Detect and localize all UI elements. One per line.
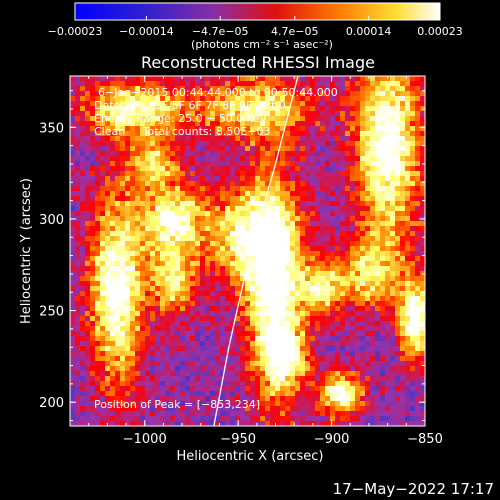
solar-limb-curve <box>213 76 299 426</box>
y-tick-label: 200 <box>39 396 64 411</box>
x-tick-label: −1000 <box>123 432 167 447</box>
chart-title: Reconstructed RHESSI Image <box>141 53 375 72</box>
x-axis-label: Heliocentric X (arcsec) <box>177 449 324 464</box>
y-tick-label: 250 <box>39 305 64 320</box>
x-tick-label: −900 <box>314 432 350 447</box>
x-tick-label: −950 <box>220 432 256 447</box>
colorbar-ticks: −0.00023 −0.00014 −4.7e−05 4.7e−05 0.00014 0.… <box>48 16 463 38</box>
plot-date-stamp: 17−May−2022 17:17 <box>332 480 494 498</box>
annotation-time-range: 6−Jan−2015 00:44:44.000 to 00:50:44.000 <box>98 86 338 99</box>
heatmap-image <box>70 76 425 426</box>
colorbar-unit: (photons cm⁻² s⁻¹ asec⁻²) <box>191 38 333 51</box>
colorbar-gradient <box>74 2 441 21</box>
colorbar-tick-label: 4.7e−05 <box>271 25 318 38</box>
annotation-clean: Clean Total counts: 8.50E+03 <box>94 125 271 138</box>
colorbar-tick-label: 0.00014 <box>346 25 392 38</box>
annotation-energy: Energy Range: 25.0 − 50.0 keV <box>94 112 268 125</box>
x-tick-label: −850 <box>407 432 443 447</box>
y-tick-label: 300 <box>39 213 64 228</box>
annotation-block: 6−Jan−2015 00:44:44.000 to 00:50:44.000 … <box>94 86 338 411</box>
annotation-detectors: Detectors: 3F 5F 6F 7F 8F 9F, Att 0 <box>94 99 286 112</box>
axis-ticks: −1000 −950 −900 −850 200 250 300 350 <box>39 76 443 447</box>
colorbar: −0.00023 −0.00014 −4.7e−05 4.7e−05 0.00014 0.… <box>48 2 463 51</box>
y-axis-label: Heliocentric Y (arcsec) <box>19 178 34 324</box>
colorbar-tick-label: 0.00023 <box>417 25 463 38</box>
colorbar-tick-label: −0.00023 <box>48 25 103 38</box>
colorbar-tick-label: −4.7e−05 <box>192 25 249 38</box>
annotation-peak: Position of Peak = [−853,234] <box>94 398 260 411</box>
plot-frame <box>69 75 426 427</box>
y-tick-label: 350 <box>39 121 64 136</box>
colorbar-tick-label: −0.00014 <box>119 25 174 38</box>
